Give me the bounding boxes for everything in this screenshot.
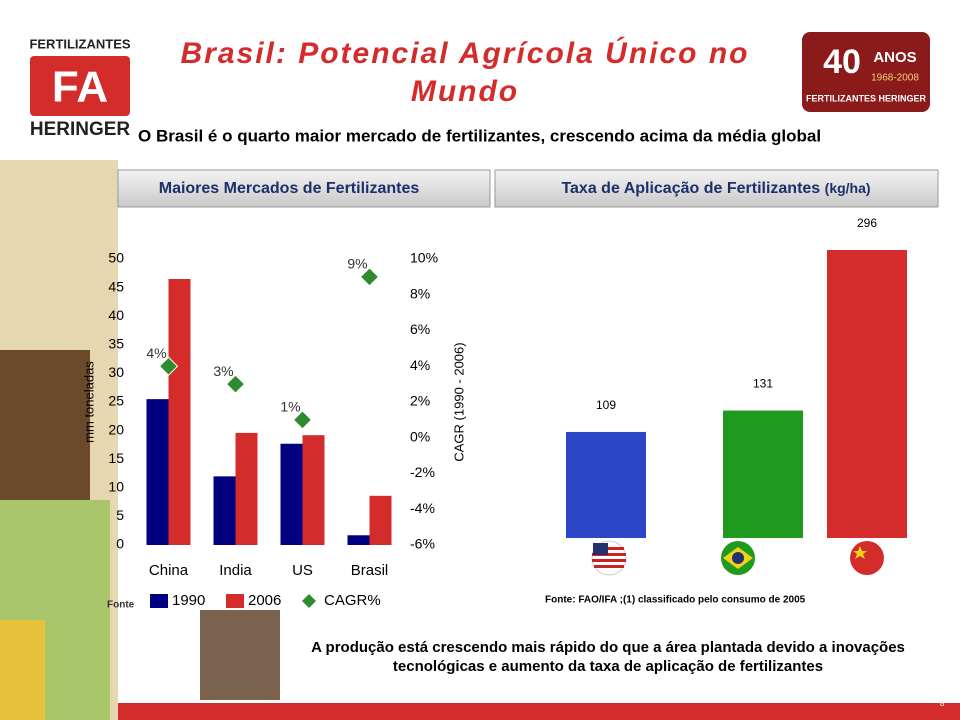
y-tick-label: 50 (108, 250, 124, 266)
y2-tick-label: 6% (410, 321, 430, 337)
legend-swatch (150, 594, 168, 608)
y-axis-label: mm toneladas (81, 361, 96, 443)
conclusion-line: tecnológicas e aumento da taxa de aplica… (393, 658, 823, 675)
y2-tick-label: -4% (410, 500, 435, 516)
bar (146, 399, 169, 545)
data-label: 131 (753, 377, 773, 391)
chart2-unit: (kg/ha) (825, 180, 871, 196)
y2-tick-label: 10% (410, 250, 438, 266)
chart2-title-main: Taxa de Aplicação de Fertilizantes (561, 180, 820, 197)
data-label: 296 (857, 216, 877, 230)
bar (280, 443, 303, 545)
badge: 40 ANOS 1968-2008 FERTILIZANTES HERINGER (802, 32, 930, 112)
chart1-header (117, 169, 491, 208)
x-tick-label: Brasil (351, 562, 389, 579)
bar (213, 476, 236, 545)
y2-tick-label: -2% (410, 464, 435, 480)
y-tick-label: 5 (116, 507, 124, 523)
logo-top: FERTILIZANTES (29, 36, 130, 51)
logo-bottom: HERINGER (30, 119, 131, 140)
y2-tick-label: -6% (410, 536, 435, 552)
bar (302, 435, 325, 545)
legend-label: 1990 (172, 592, 205, 609)
y2-tick-label: 0% (410, 428, 430, 444)
cagr-marker (158, 356, 179, 376)
page-number: 8 (940, 699, 945, 708)
decor-strip (0, 160, 280, 720)
chart2-header (494, 169, 939, 208)
svg-text:FA: FA (52, 63, 108, 112)
chart1-title: Maiores Mercados de Fertilizantes (159, 180, 420, 197)
cagr-marker (359, 267, 380, 287)
footer-bar (118, 703, 960, 720)
bar (347, 535, 370, 545)
y-tick-label: 15 (108, 450, 124, 466)
badge-word: ANOS (873, 49, 916, 66)
legend-marker (302, 594, 316, 608)
y-tick-label: 10 (108, 479, 124, 495)
chart1-source: Fonte (107, 600, 135, 611)
data-label: 4% (146, 345, 166, 361)
y-tick-label: 35 (108, 336, 124, 352)
y2-tick-label: 4% (410, 357, 430, 373)
y2-axis-label: CAGR (1990 - 2006) (451, 342, 466, 461)
logo: FERTILIZANTES FA HERINGER (29, 36, 130, 140)
x-tick-label: China (149, 562, 189, 579)
bar (723, 410, 803, 538)
flag-us (591, 540, 627, 576)
cagr-marker (292, 410, 313, 430)
data-label: 1% (280, 399, 300, 415)
bar (369, 495, 392, 545)
y2-tick-label: 8% (410, 285, 430, 301)
bar (235, 432, 258, 545)
x-tick-label: India (219, 562, 252, 579)
chart2-source: Fonte: FAO/IFA ;(1) classificado pelo co… (545, 595, 806, 606)
flag-china (850, 541, 884, 575)
y-tick-label: 25 (108, 393, 124, 409)
conclusion-line: A produção está crescendo mais rápido do… (311, 639, 905, 656)
y2-tick-label: 2% (410, 393, 430, 409)
badge-name: FERTILIZANTES HERINGER (806, 93, 927, 103)
y-tick-label: 0 (116, 536, 124, 552)
y-tick-label: 20 (108, 421, 124, 437)
subtitle: O Brasil é o quarto maior mercado de fer… (138, 126, 821, 145)
y-tick-label: 30 (108, 364, 124, 380)
flag-brazil (721, 541, 755, 575)
bar (566, 431, 646, 538)
data-label: 3% (213, 363, 233, 379)
chart2-title: Taxa de Aplicação de Fertilizantes (kg/h… (561, 180, 870, 198)
badge-number: 40 (823, 43, 861, 81)
data-label: 9% (347, 256, 367, 272)
x-tick-label: US (292, 562, 313, 579)
legend-label: CAGR% (324, 592, 381, 609)
bar (827, 250, 907, 538)
cagr-marker (225, 374, 246, 394)
y-tick-label: 40 (108, 307, 124, 323)
legend-swatch (226, 594, 244, 608)
badge-years: 1968-2008 (871, 73, 919, 84)
y-tick-label: 45 (108, 278, 124, 294)
slide-title: Brasil: Potencial Agrícola Único no Mundo (181, 36, 750, 108)
legend-label: 2006 (248, 592, 281, 609)
bar (168, 279, 191, 545)
data-label: 109 (596, 398, 616, 412)
